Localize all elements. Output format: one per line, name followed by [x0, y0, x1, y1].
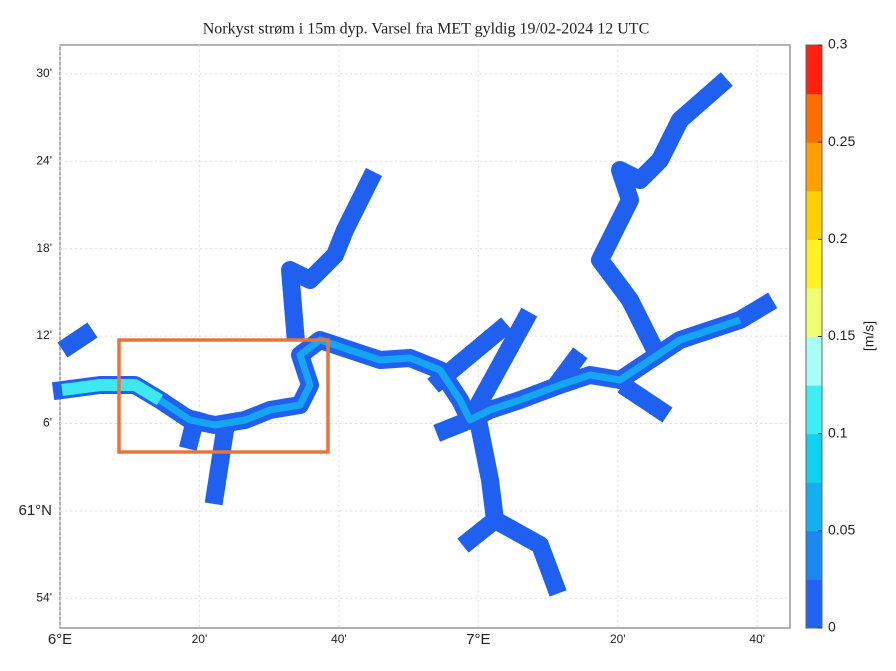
- colorbar-band: [806, 190, 822, 240]
- fjord-branch: [617, 377, 673, 423]
- map-title: Norkyst strøm i 15m dyp. Varsel fra MET …: [203, 21, 650, 38]
- colorbar-band: [806, 93, 822, 143]
- colorbar-tick-label: 0: [828, 619, 836, 635]
- fjord-medium: [158, 316, 742, 429]
- fjord-branch: [57, 322, 98, 358]
- lat-tick-label: 54': [36, 590, 52, 604]
- colorbar-band: [806, 45, 822, 95]
- colorbar-tick-label: 0.05: [828, 522, 855, 538]
- fjord-branch: [204, 419, 236, 506]
- lat-tick-label: 30': [36, 66, 52, 80]
- colorbar: 0 0.05 0.1 0.15 0.2 0.25 0.3: [805, 36, 855, 635]
- colorbar-tick-label: 0.1: [828, 424, 848, 440]
- colorbar-band: [806, 482, 822, 532]
- highlight-box: [117, 338, 330, 454]
- colorbar-tick-label: 0.3: [828, 36, 848, 52]
- lon-tick-label: 40': [331, 632, 347, 646]
- lon-tick-label: 40': [749, 632, 765, 646]
- colorbar-tick-label: 0.15: [828, 327, 855, 343]
- lat-tick-label: 18': [36, 241, 52, 255]
- colorbar-band: [806, 287, 822, 337]
- fjord-branch: [281, 167, 383, 340]
- colorbar-band: [806, 530, 822, 580]
- colorbar-band: [806, 239, 822, 289]
- lat-tick-label: 12': [36, 328, 52, 342]
- fjord-currents: [51, 72, 778, 597]
- lon-tick-label: 6°E: [48, 631, 72, 648]
- fjord-branch: [457, 419, 504, 553]
- colorbar-tick-label: 0.2: [828, 230, 848, 246]
- fjord-branch: [482, 507, 567, 597]
- colorbar-band: [806, 385, 822, 435]
- lat-tick-label: 61°N: [18, 502, 52, 519]
- colorbar-band: [806, 142, 822, 192]
- fjord-branch: [547, 347, 588, 393]
- colorbar-label: [m/s]: [861, 321, 877, 351]
- fjord-branch: [427, 317, 513, 393]
- colorbar-tick-label: 0.25: [828, 133, 855, 149]
- colorbar-band: [806, 336, 822, 386]
- lon-tick-label: 7°E: [466, 631, 490, 648]
- colorbar-band: [806, 579, 822, 629]
- lon-tick-label: 20': [192, 632, 208, 646]
- lon-tick-label: 20': [610, 632, 626, 646]
- colorbar-band: [806, 433, 822, 483]
- lat-tick-label: 6': [43, 416, 52, 430]
- lat-tick-label: 24': [36, 153, 52, 167]
- fjord-branch: [591, 72, 733, 353]
